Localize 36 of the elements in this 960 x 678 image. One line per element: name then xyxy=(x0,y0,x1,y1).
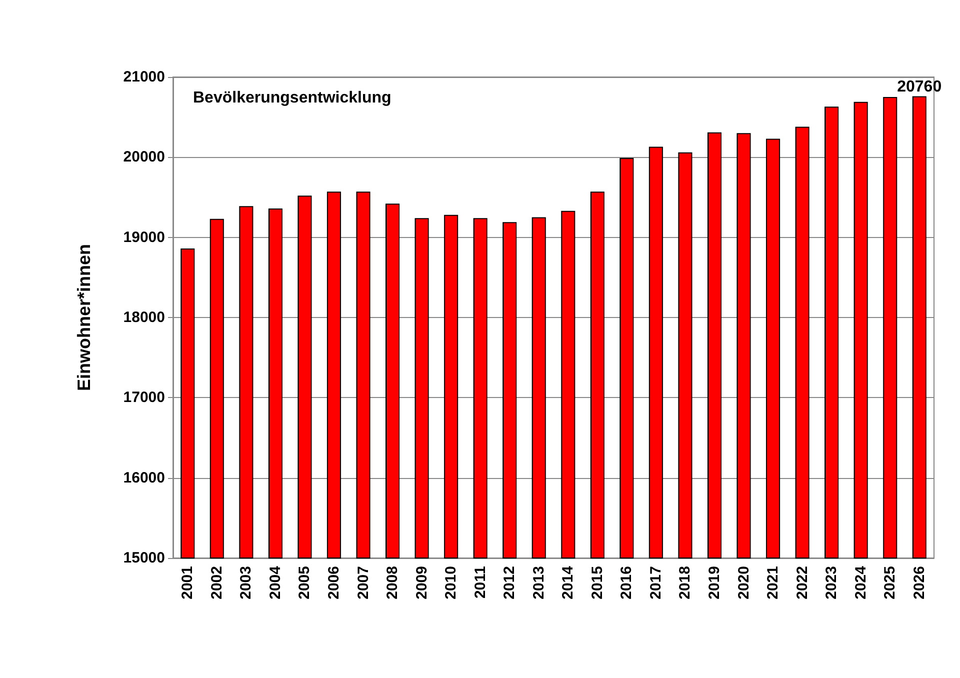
x-tick-label: 2003 xyxy=(238,566,255,600)
x-tick-label: 2026 xyxy=(910,566,928,600)
x-tick-label: 2007 xyxy=(354,566,372,600)
x-tick-label: 2017 xyxy=(647,566,664,600)
y-tick-label: 16000 xyxy=(123,469,165,486)
y-tick-label: 21000 xyxy=(123,68,165,86)
text: Bevölkerungsentwicklung xyxy=(193,90,392,106)
x-tick-label: 2023 xyxy=(823,566,840,600)
x-tick-label: 2009 xyxy=(413,566,430,600)
x-tick-label: 2019 xyxy=(706,566,723,600)
x-tick-label: 2021 xyxy=(764,566,782,600)
x-tick-label: 2016 xyxy=(618,566,636,600)
data-label: 20760 xyxy=(897,78,942,96)
x-tick-label: 2002 xyxy=(208,566,226,600)
x-tick-label: 2001 xyxy=(179,566,196,600)
x-tick-label: 2012 xyxy=(501,566,518,600)
x-tick-label: 2022 xyxy=(794,566,811,600)
x-tick-label: 2024 xyxy=(852,565,870,600)
x-tick-label: 2014 xyxy=(560,565,577,600)
x-tick-label: 2013 xyxy=(530,566,548,600)
y-tick-label: 15000 xyxy=(123,550,165,566)
x-tick-label: 2010 xyxy=(442,566,460,600)
x-tick-label: 2004 xyxy=(266,565,284,600)
x-tick-label: 2015 xyxy=(588,566,606,600)
x-tick-label: 2006 xyxy=(325,566,342,600)
y-tick-label: 20000 xyxy=(123,148,165,166)
y-axis-title: Einwohner*innen xyxy=(74,244,94,392)
y-tick-label: 19000 xyxy=(123,228,165,246)
x-tick-label: 2008 xyxy=(384,566,402,600)
x-tick-label: 2018 xyxy=(676,566,694,600)
x-tick-label: 2005 xyxy=(296,566,314,600)
x-tick-label: 2011 xyxy=(472,566,489,599)
x-tick-label: 2020 xyxy=(735,566,752,600)
y-tick-label: 17000 xyxy=(123,389,165,406)
x-tick-label: 2025 xyxy=(882,566,899,600)
y-tick-label: 18000 xyxy=(123,309,165,326)
